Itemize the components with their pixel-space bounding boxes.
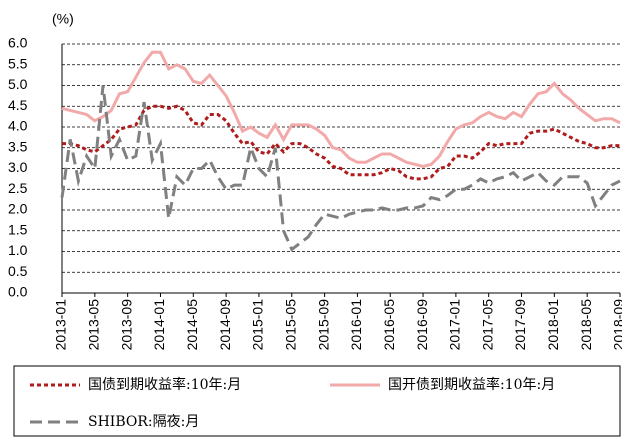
x-tick-label: 2017-09	[512, 299, 528, 351]
y-tick-label: 2.5	[8, 180, 28, 196]
x-tick-label: 2013-01	[53, 299, 69, 351]
x-tick-label: 2014-05	[184, 299, 200, 351]
legend-label: 国开债到期收益率:10年:月	[388, 376, 555, 393]
y-tick-label: 4.5	[8, 97, 28, 113]
series-line	[60, 85, 621, 252]
x-tick-label: 2015-05	[282, 299, 298, 351]
x-tick-label: 2014-09	[217, 299, 233, 351]
y-tick-label: 0.0	[8, 284, 28, 300]
series-line	[61, 50, 621, 168]
x-tick-label: 2018-09	[611, 299, 622, 351]
x-tick-label: 2015-01	[250, 299, 266, 351]
y-tick-label: 5.5	[8, 55, 28, 71]
y-tick-label: 1.0	[8, 242, 28, 258]
series-line	[62, 104, 620, 181]
y-tick-label: 1.5	[8, 221, 28, 237]
x-tick-label: 2014-01	[151, 299, 167, 351]
y-tick-label: 5.0	[8, 76, 28, 92]
x-tick-label: 2015-09	[315, 299, 331, 351]
legend-label: 国债到期收益率:10年:月	[88, 376, 241, 393]
x-tick-label: 2016-09	[414, 299, 430, 351]
x-tick-label: 2018-01	[545, 299, 561, 351]
x-tick-label: 2013-09	[118, 299, 134, 351]
legend-box	[13, 365, 621, 437]
y-tick-label: 4.0	[8, 118, 28, 134]
y-axis-label: (%)	[52, 11, 74, 27]
x-tick-label: 2016-01	[348, 299, 364, 351]
y-tick-label: 0.5	[8, 263, 28, 279]
x-tick-label: 2018-05	[578, 299, 594, 351]
x-tick-label: 2016-05	[381, 299, 397, 351]
y-tick-label: 3.0	[8, 159, 28, 175]
x-tick-label: 2017-01	[447, 299, 463, 351]
x-tick-label: 2013-05	[86, 299, 102, 351]
y-tick-label: 3.5	[8, 138, 28, 154]
legend-label: SHIBOR:隔夜:月	[88, 414, 199, 430]
y-tick-label: 6.0	[8, 35, 28, 51]
x-tick-label: 2017-05	[479, 299, 495, 351]
y-tick-label: 2.0	[8, 201, 28, 217]
